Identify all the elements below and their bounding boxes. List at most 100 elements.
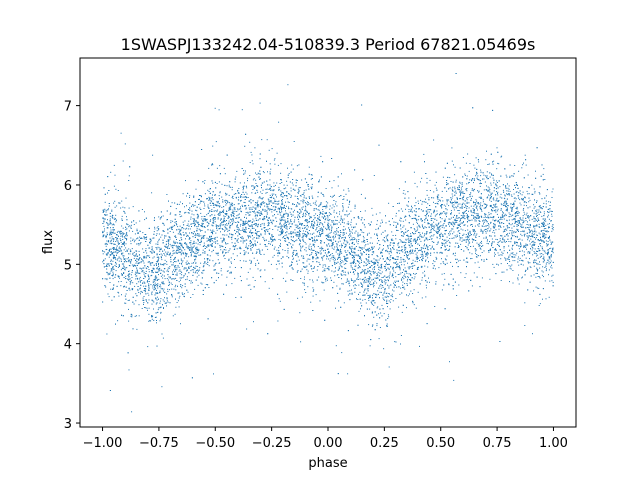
data-point (404, 216, 406, 218)
data-point (296, 254, 298, 256)
data-point (196, 228, 198, 230)
data-point (159, 307, 161, 309)
data-point (206, 225, 208, 227)
data-point (303, 192, 305, 194)
data-point (109, 242, 111, 244)
data-point (316, 228, 318, 230)
data-point (418, 224, 420, 226)
data-point (269, 194, 271, 196)
data-point (154, 280, 155, 282)
data-point (110, 171, 112, 173)
data-point (338, 268, 340, 270)
data-point (202, 272, 204, 274)
data-point (446, 203, 448, 205)
data-point (322, 193, 324, 195)
data-point (429, 232, 431, 234)
data-point (478, 191, 480, 193)
data-point (485, 220, 487, 222)
data-point (523, 211, 525, 213)
data-point (263, 172, 265, 174)
data-point (363, 269, 365, 271)
data-point (339, 251, 341, 253)
data-point (343, 189, 345, 191)
data-point (122, 239, 124, 240)
data-point (258, 223, 259, 225)
data-point (279, 209, 280, 211)
data-point (340, 223, 342, 225)
data-point (421, 277, 423, 279)
data-point (128, 274, 130, 276)
data-point (314, 217, 316, 218)
data-point (196, 217, 198, 219)
data-point (440, 236, 441, 238)
data-point (297, 256, 299, 258)
data-point (305, 215, 306, 217)
data-point (450, 181, 452, 182)
data-point (443, 262, 445, 264)
data-point (155, 271, 157, 273)
data-point (366, 249, 368, 251)
data-point (518, 222, 520, 224)
data-point (542, 229, 544, 231)
data-point (307, 286, 309, 288)
data-point (181, 215, 183, 217)
data-point (363, 247, 365, 249)
data-point (270, 168, 272, 170)
data-point (132, 266, 134, 267)
data-point (303, 233, 305, 235)
data-point (195, 247, 197, 249)
data-point (146, 307, 148, 309)
data-point (210, 239, 212, 241)
data-point (374, 277, 376, 279)
data-point (475, 199, 477, 201)
data-point (225, 249, 227, 251)
data-point (265, 188, 267, 190)
data-point (420, 209, 422, 211)
data-point (186, 278, 188, 280)
data-point (184, 252, 186, 254)
data-point (473, 190, 475, 192)
data-point (378, 248, 379, 250)
data-point (340, 273, 342, 275)
data-point (195, 221, 197, 223)
data-point (394, 280, 396, 282)
data-point (525, 220, 527, 222)
data-point (500, 217, 502, 219)
data-point (365, 244, 367, 246)
data-point (529, 252, 531, 254)
data-point (163, 300, 165, 302)
data-point (485, 206, 486, 208)
data-point (527, 239, 529, 241)
data-point (152, 280, 154, 282)
data-point (524, 245, 526, 247)
data-point (267, 248, 269, 250)
data-point (159, 320, 161, 322)
data-point (225, 247, 226, 248)
data-point (216, 183, 218, 184)
data-point (415, 202, 417, 204)
data-point (175, 251, 177, 253)
data-point (445, 242, 446, 244)
data-point (188, 263, 190, 265)
data-point (462, 222, 464, 223)
data-point (115, 270, 117, 272)
data-point (476, 233, 478, 235)
data-point (369, 345, 371, 347)
data-point (427, 220, 429, 221)
data-point (516, 235, 518, 237)
data-point (180, 323, 181, 325)
data-point (359, 265, 360, 267)
data-point (328, 223, 330, 225)
data-point (474, 220, 476, 222)
data-point (347, 241, 349, 243)
data-point (330, 224, 332, 226)
data-point (280, 234, 281, 236)
data-point (361, 260, 362, 262)
data-point (317, 221, 319, 223)
data-point (199, 244, 201, 246)
data-point (183, 295, 185, 297)
data-point (410, 209, 412, 211)
data-point (303, 235, 305, 237)
data-point (255, 223, 257, 225)
data-point (373, 252, 375, 254)
